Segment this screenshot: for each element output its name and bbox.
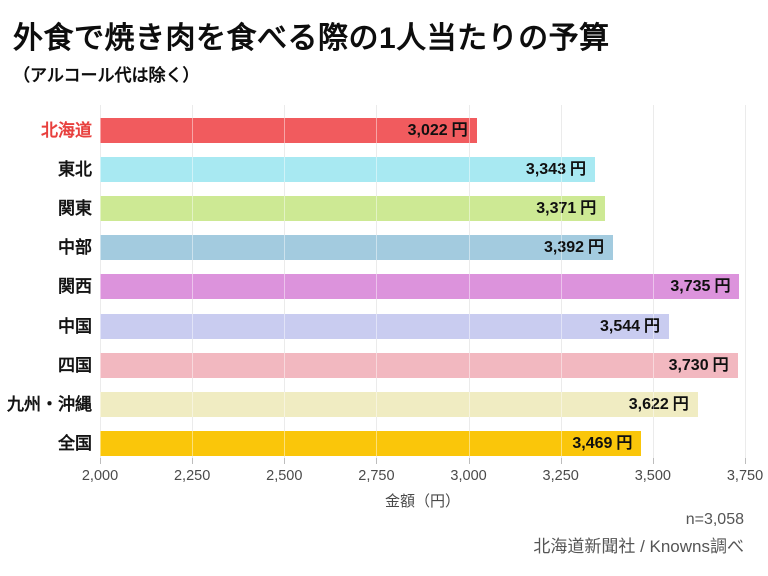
bar-value-label: 3,469 円 xyxy=(572,431,632,456)
bar-value-number: 3,544 xyxy=(600,317,641,335)
bar-value-number: 3,392 xyxy=(543,239,585,257)
tick-mark xyxy=(192,458,194,464)
bar-value-number: 3,343 xyxy=(525,161,566,179)
bar-1: 3,022 円 xyxy=(100,118,477,143)
bar-value-unit: 円 xyxy=(616,434,633,452)
sample-size-note: n=3,058 xyxy=(685,511,744,528)
bar-4: 3,392 円 xyxy=(100,235,614,261)
bar-9: 3,469 円 xyxy=(100,430,642,456)
x-tick-label: 2,000 xyxy=(81,468,119,484)
category-label-2: 東北 xyxy=(58,160,92,180)
bar-value-number: 3,371 xyxy=(536,200,577,218)
bar-value-label: 3,622 円 xyxy=(629,392,689,417)
bar-value-unit: 円 xyxy=(451,122,468,139)
tick-mark xyxy=(652,458,654,464)
value-axis: 2,000 2,250 2,500 2,750 3,000 3,250 3,500 3,750 xyxy=(82,458,763,508)
x-tick-label: 3,750 xyxy=(726,468,764,484)
bar-value-unit: 円 xyxy=(580,200,597,218)
bar-6: 3,544 円 xyxy=(100,313,670,339)
x-tick-label: 2,250 xyxy=(173,468,211,484)
category-label-1: 北海道 xyxy=(41,121,92,140)
bar-value-unit: 円 xyxy=(672,395,689,413)
bar-value-number: 3,469 xyxy=(572,434,613,452)
gridline-overlay xyxy=(192,105,194,458)
tick-mark xyxy=(745,458,746,464)
chart-title: 外食で焼き肉を食べる際の1人当たりの予算 xyxy=(13,22,610,55)
bar-value-unit: 円 xyxy=(569,161,586,179)
category-label-5: 関西 xyxy=(58,277,92,297)
plot-area: 3,022 円 3,343 円 3,371 円 3,392 円 3,735 円 3,544 円 3,73… xyxy=(100,105,746,458)
gridline-overlay xyxy=(100,105,101,458)
category-label-7: 四国 xyxy=(58,355,92,375)
category-label-3: 関東 xyxy=(58,199,92,219)
bar-8: 3,622 円 xyxy=(100,391,698,417)
gridline-overlay xyxy=(745,105,746,458)
bar-value-label: 3,022 円 xyxy=(408,118,468,143)
bar-value-label: 3,392 円 xyxy=(544,235,604,260)
x-axis-label: 金額（円） xyxy=(384,493,460,510)
chart-subtitle: （アルコール代は除く） xyxy=(13,66,200,85)
category-label-6: 中国 xyxy=(58,316,92,336)
bar-5: 3,735 円 xyxy=(100,274,740,300)
bar-value-label: 3,730 円 xyxy=(669,353,729,378)
gridline-overlay xyxy=(560,105,562,458)
x-tick-label: 2,500 xyxy=(266,468,303,484)
bar-value-unit: 円 xyxy=(588,239,605,257)
bar-value-unit: 円 xyxy=(712,356,729,374)
bar-value-unit: 円 xyxy=(714,278,731,296)
gridline-overlay xyxy=(284,105,286,458)
bar-value-label: 3,343 円 xyxy=(526,157,586,182)
gridline xyxy=(745,105,746,458)
tick-mark xyxy=(100,458,101,464)
bar-value-label: 3,544 円 xyxy=(600,314,660,339)
bar-3: 3,371 円 xyxy=(100,196,606,222)
bar-value-label: 3,371 円 xyxy=(536,196,596,221)
tick-mark xyxy=(376,458,378,464)
tick-mark xyxy=(468,458,470,464)
gridline-overlay xyxy=(468,105,470,458)
category-axis: 北海道東北関東中部関西中国四国九州・沖縄全国 xyxy=(0,105,92,458)
source-credit: 北海道新聞社 / Knowns調べ xyxy=(533,537,744,556)
bar-value-number: 3,735 xyxy=(670,278,711,296)
category-label-9: 全国 xyxy=(58,433,92,453)
bar-2: 3,343 円 xyxy=(100,157,595,183)
bar-7: 3,730 円 xyxy=(100,352,738,378)
category-label-8: 九州・沖縄 xyxy=(7,394,92,414)
x-tick-label: 3,000 xyxy=(450,468,487,484)
bar-value-number: 3,730 xyxy=(668,356,709,374)
tick-mark xyxy=(284,458,286,464)
tick-mark xyxy=(560,458,562,464)
x-tick-label: 3,250 xyxy=(542,468,579,484)
bar-value-label: 3,735 円 xyxy=(670,274,730,299)
category-label-4: 中部 xyxy=(58,238,92,258)
gridline-overlay xyxy=(652,105,654,458)
bar-value-number: 3,022 xyxy=(407,122,448,139)
gridline-overlay xyxy=(376,105,378,458)
bar-value-number: 3,622 xyxy=(628,395,669,413)
x-tick-label: 2,750 xyxy=(358,468,395,484)
bar-value-unit: 円 xyxy=(644,317,661,335)
x-tick-label: 3,500 xyxy=(634,468,671,484)
